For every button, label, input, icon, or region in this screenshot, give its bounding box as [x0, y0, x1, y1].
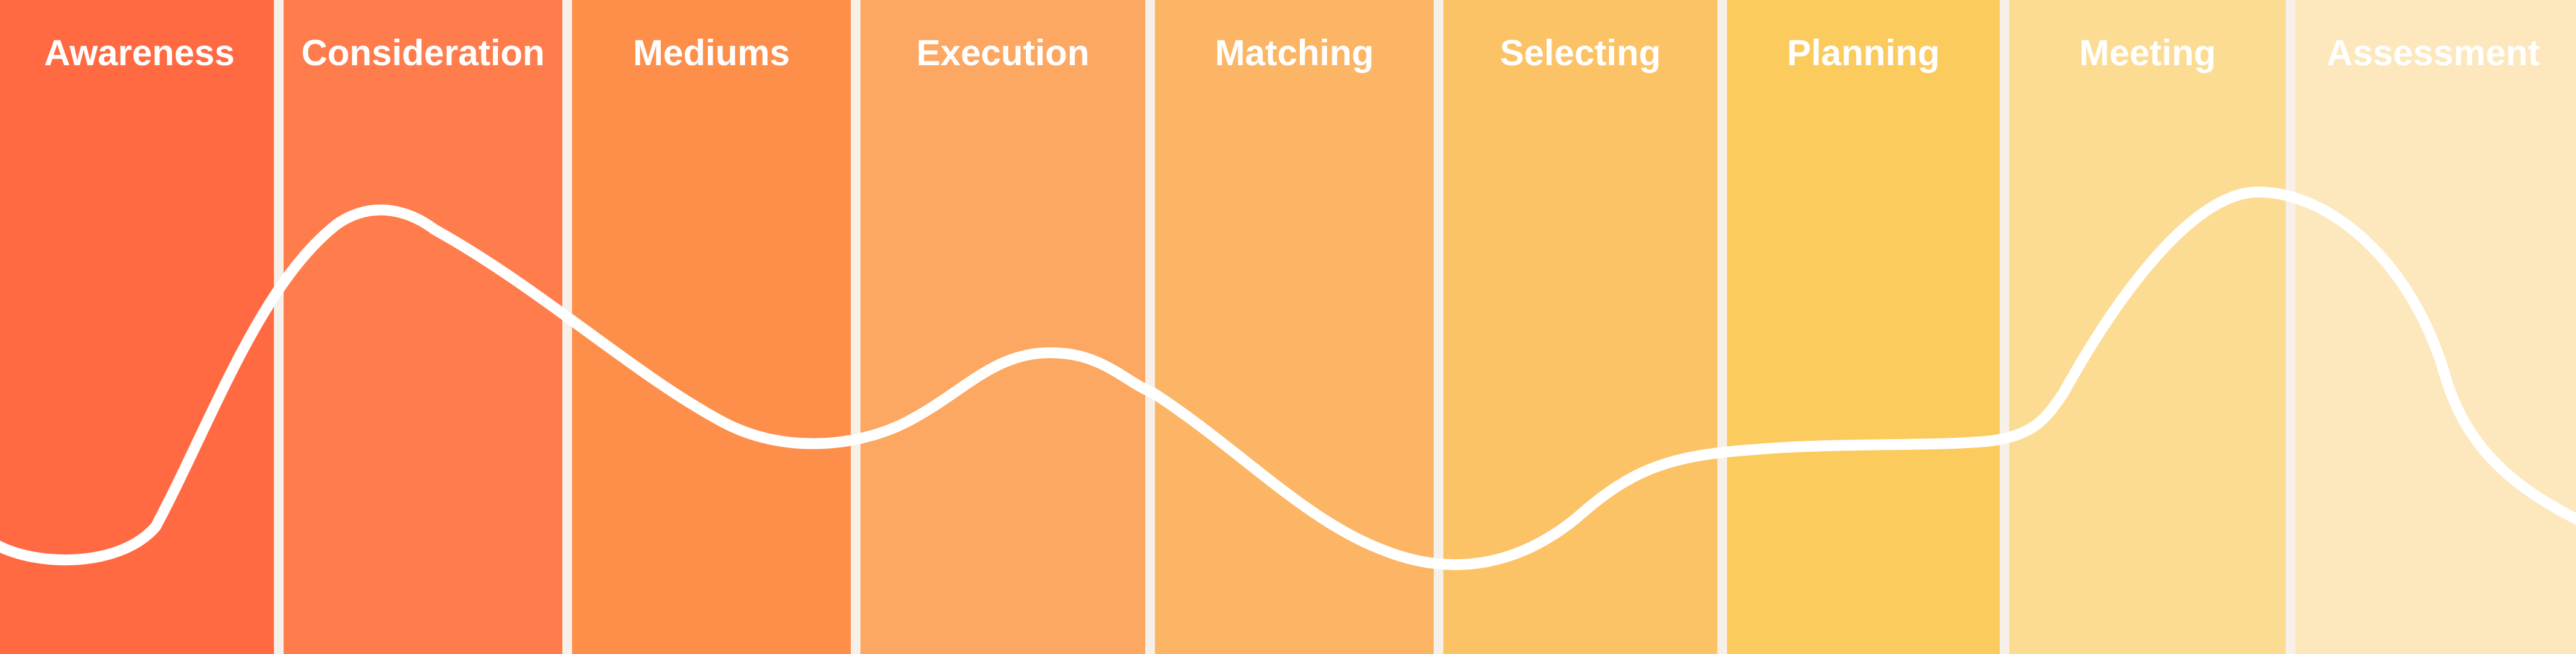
stage-column-execution: Execution: [856, 0, 1150, 654]
stage-divider: [1717, 0, 1727, 654]
stage-label-mediums: Mediums: [632, 33, 790, 73]
stage-divider: [562, 0, 572, 654]
stage-divider: [274, 0, 284, 654]
stage-label-assessment: Assessment: [2326, 33, 2540, 73]
experience-curve: [0, 186, 2576, 571]
stage-label-consideration: Consideration: [301, 33, 545, 73]
stage-label-meeting: Meeting: [2079, 33, 2216, 73]
stage-column-mediums: Mediums: [567, 0, 856, 654]
stage-divider: [2286, 0, 2295, 654]
stage-label-execution: Execution: [916, 33, 1090, 73]
stage-column-meeting: Meeting: [2005, 0, 2291, 654]
stage-column-planning: Planning: [1722, 0, 2005, 654]
stage-label-planning: Planning: [1787, 33, 1940, 73]
stage-divider: [851, 0, 860, 654]
stage-divider: [1145, 0, 1155, 654]
stage-label-selecting: Selecting: [1499, 33, 1661, 73]
stage-column-matching: Matching: [1150, 0, 1439, 654]
stage-label-matching: Matching: [1215, 33, 1374, 73]
stage-label-awareness: Awareness: [44, 33, 235, 73]
stage-column-assessment: Assessment: [2291, 0, 2576, 654]
stage-divider: [1434, 0, 1443, 654]
stage-column-consideration: Consideration: [279, 0, 567, 654]
stage-divider: [2000, 0, 2009, 654]
stage-column-selecting: Selecting: [1439, 0, 1722, 654]
